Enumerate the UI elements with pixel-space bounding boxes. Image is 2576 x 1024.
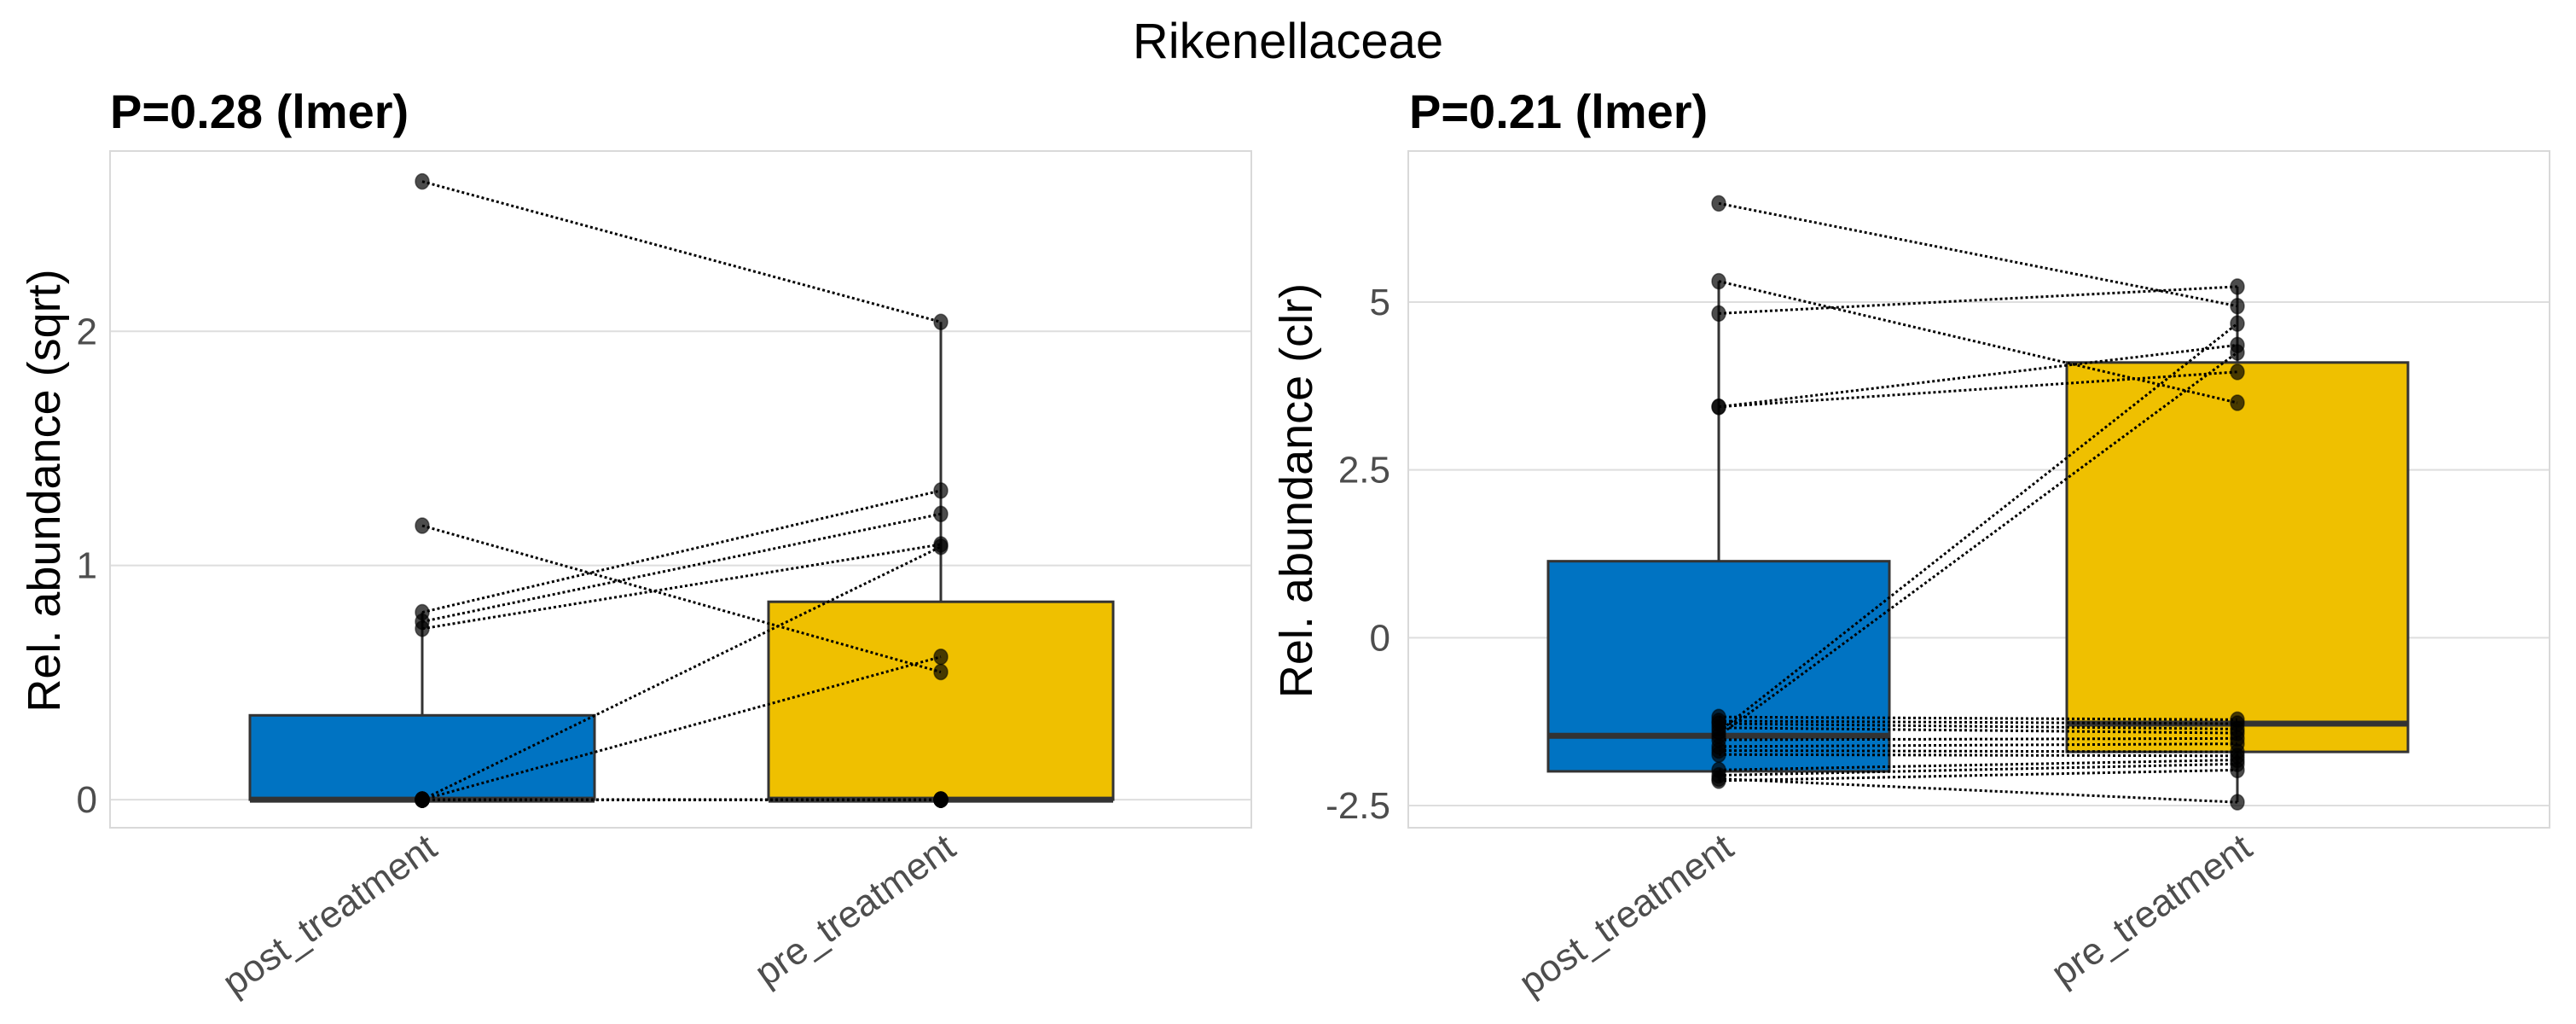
data-point-pre bbox=[2230, 315, 2245, 332]
pair-line bbox=[421, 524, 942, 673]
data-point-post bbox=[1711, 398, 1726, 416]
data-point-pre bbox=[2230, 794, 2245, 811]
pair-line bbox=[421, 180, 942, 323]
pair-lines-clr bbox=[1718, 201, 2238, 804]
box-layer-sqrt bbox=[248, 322, 1115, 803]
points-sqrt bbox=[415, 172, 949, 808]
data-point-pre bbox=[2230, 344, 2245, 361]
data-point-pre bbox=[2230, 297, 2245, 315]
x-tick-label-pre-sqrt: pre_treatment bbox=[747, 826, 963, 994]
data-point-pre bbox=[2230, 278, 2245, 295]
panel-clr: P=0.21 (lmer) Rel. abundance (clr) post_… bbox=[1271, 84, 2550, 1004]
points-clr bbox=[1711, 195, 2245, 811]
panel-border-clr bbox=[1407, 150, 2550, 829]
box-layer-clr bbox=[1546, 281, 2410, 803]
pair-line bbox=[1718, 759, 2238, 771]
pair-line bbox=[1718, 343, 2238, 409]
data-point-pre bbox=[933, 505, 949, 523]
main-title: Rikenellaceae bbox=[1133, 14, 1443, 69]
pair-line bbox=[1718, 280, 2238, 404]
pair-line bbox=[1718, 736, 2238, 742]
x-tick-label-post-sqrt: post_treatment bbox=[215, 826, 444, 1004]
pair-line bbox=[421, 512, 942, 624]
y-tick-label-sqrt: 1 bbox=[77, 545, 97, 587]
pair-line bbox=[1718, 777, 2238, 804]
y-tick-label-clr: 2.5 bbox=[1338, 450, 1390, 492]
data-point-post bbox=[1711, 305, 1726, 323]
pair-line bbox=[1718, 285, 2238, 315]
data-point-post bbox=[415, 172, 430, 190]
pair-line bbox=[421, 545, 942, 801]
data-point-post bbox=[1711, 272, 1726, 290]
y-tick-label-sqrt: 0 bbox=[77, 779, 97, 821]
box-post_treatment bbox=[248, 713, 596, 801]
pair-line bbox=[1718, 726, 2238, 735]
data-point-post bbox=[1711, 746, 1726, 763]
data-point-pre bbox=[2230, 761, 2245, 779]
box-pre_treatment bbox=[2065, 361, 2410, 753]
data-point-pre bbox=[933, 482, 949, 499]
data-point-pre bbox=[2230, 364, 2245, 381]
pair-line bbox=[1718, 715, 2238, 721]
pair-line bbox=[1718, 201, 2238, 308]
data-point-pre bbox=[2230, 394, 2245, 411]
data-point-post bbox=[415, 620, 430, 637]
y-tick-label-sqrt: 2 bbox=[77, 311, 97, 352]
panel-title-sqrt: P=0.28 (lmer) bbox=[110, 84, 409, 138]
pair-line bbox=[421, 489, 942, 614]
x-tick-label-pre-clr: pre_treatment bbox=[2044, 826, 2260, 994]
y-tick-label-clr: -2.5 bbox=[1326, 785, 1390, 827]
pair-line bbox=[421, 543, 942, 631]
panel-sqrt: P=0.28 (lmer) Rel. abundance (sqrt) post… bbox=[19, 84, 1252, 1004]
panel-title-clr: P=0.21 (lmer) bbox=[1409, 84, 1708, 138]
data-point-pre bbox=[933, 313, 949, 331]
panel-border-sqrt bbox=[109, 150, 1252, 829]
data-point-post bbox=[1711, 195, 1726, 212]
data-point-post bbox=[415, 791, 430, 808]
data-point-pre bbox=[933, 791, 949, 808]
y-tick-label-clr: 5 bbox=[1370, 282, 1390, 323]
pair-line bbox=[1718, 719, 2238, 725]
y-axis-label-sqrt: Rel. abundance (sqrt) bbox=[19, 269, 70, 712]
x-tick-label-post-clr: post_treatment bbox=[1511, 826, 1741, 1004]
pair-line bbox=[1718, 762, 2238, 777]
data-point-pre bbox=[933, 538, 949, 556]
pair-line bbox=[1718, 722, 2238, 730]
y-tick-label-clr: 0 bbox=[1370, 617, 1390, 659]
pair-lines-sqrt bbox=[421, 180, 942, 801]
pair-line bbox=[1718, 323, 2238, 733]
pair-line bbox=[1718, 749, 2238, 753]
data-point-post bbox=[1711, 770, 1726, 788]
data-point-pre bbox=[933, 648, 949, 666]
y-axis-label-clr: Rel. abundance (clr) bbox=[1271, 283, 1322, 698]
pair-line bbox=[1718, 742, 2238, 748]
data-point-post bbox=[415, 517, 430, 534]
box-pre_treatment bbox=[767, 600, 1115, 801]
pair-line bbox=[1718, 753, 2238, 758]
pair-line bbox=[1718, 768, 2238, 783]
data-point-pre bbox=[933, 663, 949, 681]
